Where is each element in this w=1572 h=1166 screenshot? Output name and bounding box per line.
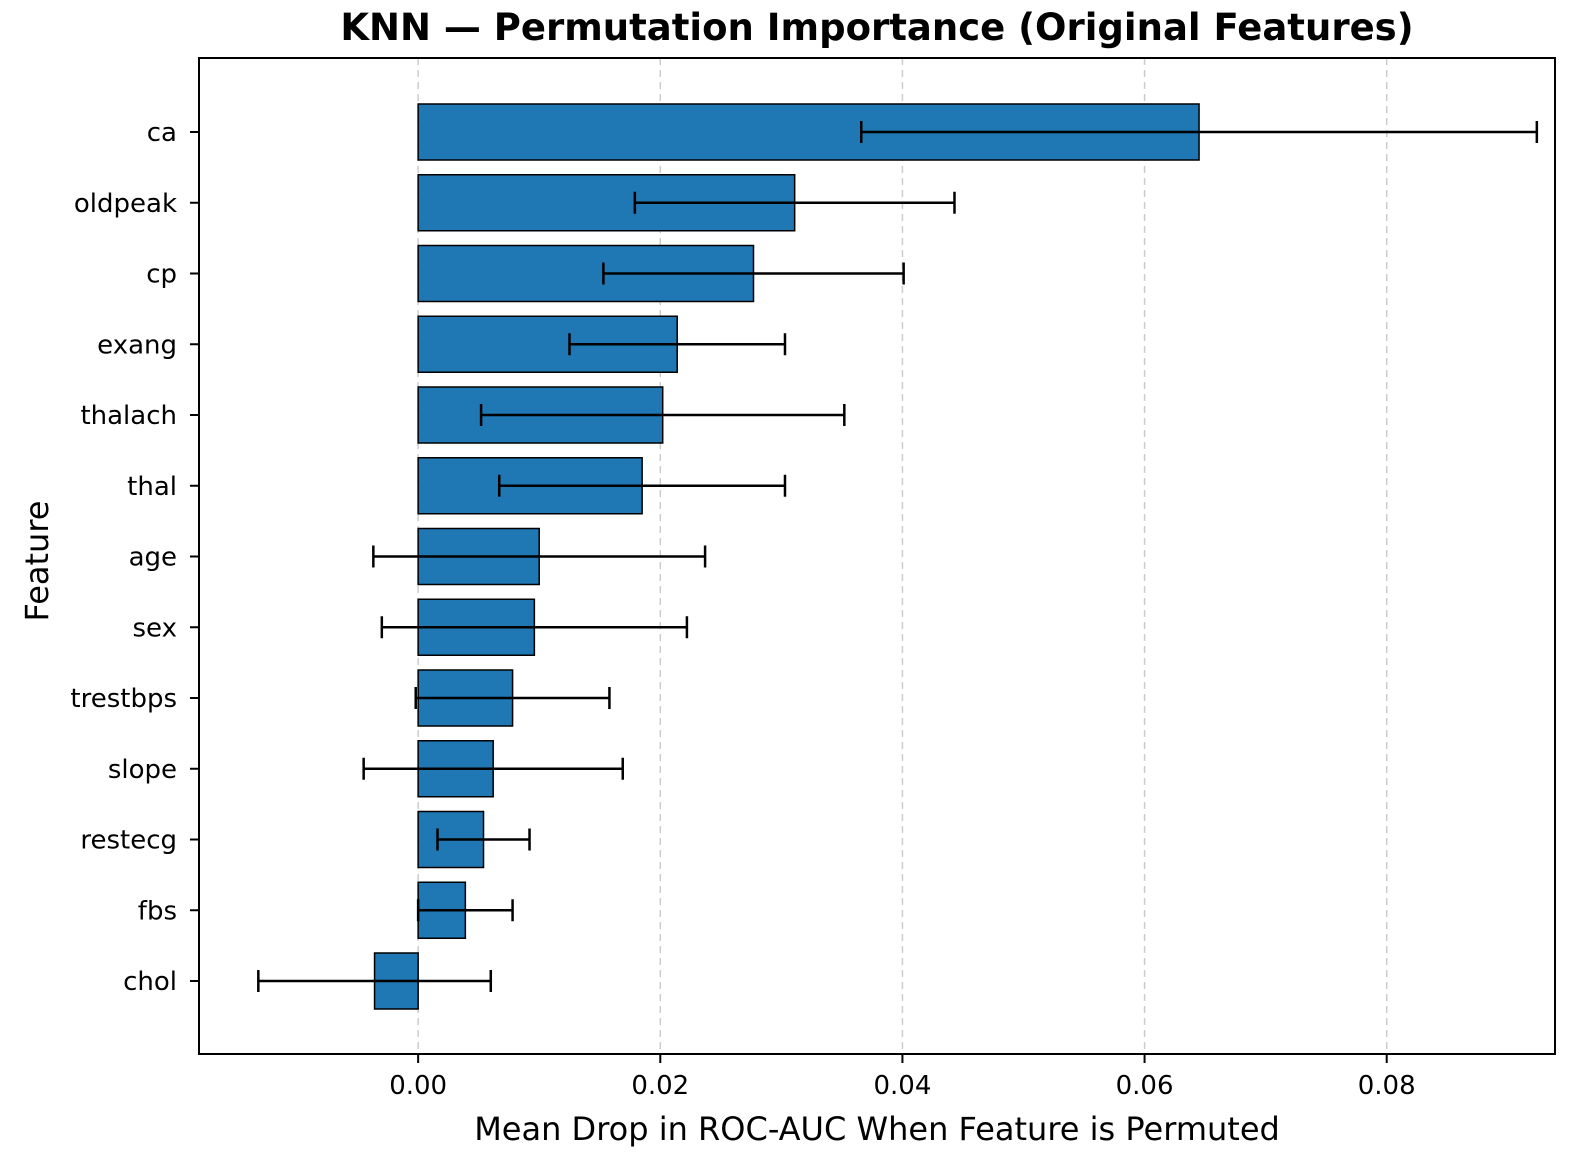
error-bars <box>257 121 1539 992</box>
x-tick-label: 0.04 <box>873 1071 931 1101</box>
y-axis-label: Feature <box>18 501 56 622</box>
y-tick-label-thal: thal <box>127 472 177 502</box>
y-tick-label-trestbps: trestbps <box>70 684 177 714</box>
y-tick-label-sex: sex <box>133 613 177 643</box>
y-tick-label-age: age <box>129 543 177 573</box>
y-tick-label-ca: ca <box>147 118 177 148</box>
x-tick-label: 0.06 <box>1116 1071 1174 1101</box>
y-tick-label-oldpeak: oldpeak <box>74 189 177 219</box>
chart-title: KNN — Permutation Importance (Original F… <box>340 6 1413 49</box>
x-axis-label: Mean Drop in ROC-AUC When Feature is Per… <box>474 1110 1280 1148</box>
y-tick-label-chol: chol <box>123 967 177 997</box>
y-axis-ticks: ca oldpeak cp exang thalach thal age sex trestbp… <box>70 118 199 997</box>
x-tick-label: 0.08 <box>1358 1071 1416 1101</box>
y-tick-label-fbs: fbs <box>138 896 177 926</box>
x-axis-ticks: 0.00 0.02 0.04 0.06 0.08 <box>389 1054 1416 1101</box>
y-tick-label-thalach: thalach <box>80 401 177 431</box>
x-tick-label: 0.00 <box>389 1071 447 1101</box>
y-tick-label-exang: exang <box>97 330 177 360</box>
y-tick-label-slope: slope <box>108 755 177 785</box>
y-tick-label-cp: cp <box>146 260 177 290</box>
y-tick-label-restecg: restecg <box>80 826 177 856</box>
x-tick-label: 0.02 <box>631 1071 689 1101</box>
